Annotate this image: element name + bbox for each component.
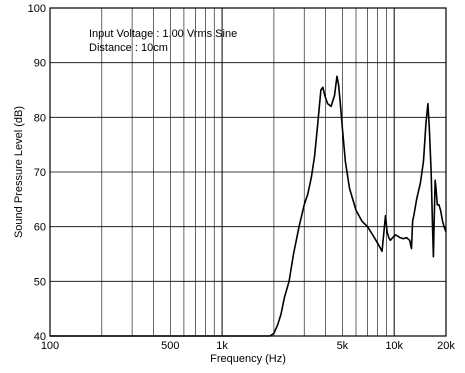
x-tick-label: 10k — [385, 340, 403, 352]
x-tick-labels: 100 500 1k 5k 10k 20k — [41, 340, 456, 352]
y-tick-label: 90 — [34, 58, 46, 70]
y-tick-label: 80 — [34, 112, 46, 124]
y-tick-label: 50 — [34, 276, 46, 288]
grid-lines — [49, 7, 447, 337]
y-tick-label: 70 — [34, 167, 46, 179]
x-tick-label: 100 — [41, 340, 59, 352]
y-axis-label: Sound Pressure Level (dB) — [13, 106, 25, 238]
y-tick-label: 40 — [34, 331, 46, 343]
y-tick-label: 100 — [28, 3, 46, 15]
x-tick-label: 1k — [216, 340, 228, 352]
x-axis-label: Frequency (Hz) — [210, 353, 286, 365]
y-tick-label: 60 — [34, 222, 46, 234]
y-tick-labels: 40 50 60 70 80 90 100 — [28, 3, 46, 343]
spl-response-curve — [50, 75, 447, 337]
x-tick-label: 20k — [437, 340, 455, 352]
annotation-input-voltage: Input Voltage : 1.00 Vrms Sine — [89, 28, 237, 40]
annotation-distance: Distance : 10cm — [89, 42, 168, 54]
x-tick-label: 5k — [337, 340, 349, 352]
x-tick-label: 500 — [161, 340, 179, 352]
